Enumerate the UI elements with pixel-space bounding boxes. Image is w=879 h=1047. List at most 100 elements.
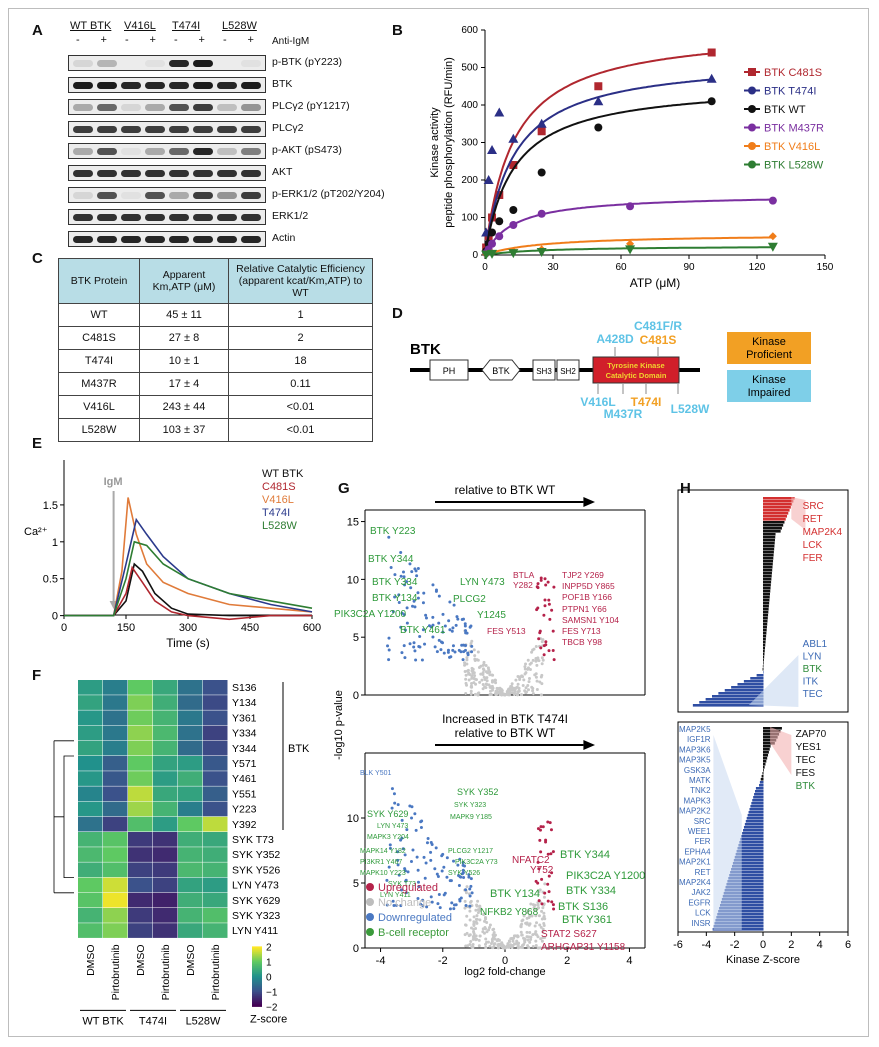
point-no-change bbox=[508, 940, 512, 944]
point-no-change bbox=[485, 930, 489, 934]
point-upregulated bbox=[547, 874, 551, 878]
heatmap-row-label: SYK T73 bbox=[232, 834, 274, 846]
zscore-bar bbox=[763, 503, 793, 506]
point-no-change bbox=[542, 923, 546, 927]
blot-band bbox=[193, 104, 213, 111]
label-bcr: SYK Y323 bbox=[454, 802, 486, 809]
zscore-bar bbox=[723, 892, 764, 895]
blot-band bbox=[145, 148, 165, 155]
zscore-bar bbox=[753, 796, 764, 799]
blot-band bbox=[169, 60, 189, 67]
table-header-protein: BTK Protein bbox=[58, 258, 140, 304]
heatmap-row-label: Y334 bbox=[232, 728, 257, 740]
point-downregulated bbox=[445, 875, 449, 879]
point-no-change bbox=[540, 917, 544, 921]
label-bcr: Y1245 bbox=[477, 610, 506, 621]
point-downregulated bbox=[396, 803, 400, 807]
zscore-bar bbox=[763, 638, 766, 641]
point-no-change bbox=[522, 936, 526, 940]
point-downregulated bbox=[469, 624, 473, 628]
point-upregulated bbox=[547, 649, 551, 653]
legend-dot bbox=[366, 928, 374, 936]
heatmap-cell bbox=[178, 680, 203, 695]
colorbar-segment bbox=[252, 950, 262, 953]
point-no-change bbox=[523, 667, 527, 671]
table-cell: 2 bbox=[228, 326, 373, 350]
label-upregulated: FES Y513 bbox=[487, 626, 526, 636]
heatmap-row-label: Y461 bbox=[232, 773, 257, 785]
heatmap-cell bbox=[128, 771, 153, 786]
zscore-bar bbox=[763, 551, 774, 554]
point-no-change bbox=[523, 940, 527, 944]
heatmap-cell bbox=[78, 710, 103, 726]
colorbar-segment bbox=[252, 986, 262, 989]
legend-marker bbox=[748, 105, 756, 113]
point-downregulated bbox=[410, 570, 414, 574]
point-downregulated bbox=[435, 872, 439, 876]
zscore-bar bbox=[763, 626, 767, 629]
point-downregulated bbox=[437, 638, 441, 642]
point-downregulated bbox=[429, 858, 433, 862]
heatmap-cell bbox=[128, 923, 153, 938]
zscore-bar bbox=[763, 518, 786, 521]
point-upregulated bbox=[539, 576, 543, 580]
point-no-change bbox=[516, 946, 520, 950]
point-no-change bbox=[488, 673, 492, 677]
point-downregulated bbox=[430, 842, 434, 846]
point-no-change bbox=[476, 693, 480, 697]
point-upregulated bbox=[544, 583, 548, 587]
table-cell: T474I bbox=[58, 349, 140, 373]
label-bcr: LYN Y411 bbox=[380, 892, 411, 899]
point-upregulated bbox=[537, 899, 541, 903]
kinase-label-down: MAP2K5 bbox=[679, 725, 711, 734]
blot-row-label: BTK bbox=[272, 78, 293, 90]
point-no-change bbox=[472, 930, 476, 934]
heatmap-cell bbox=[103, 756, 128, 771]
point-no-change bbox=[469, 689, 473, 693]
zscore-bar bbox=[763, 766, 765, 769]
point-no-change bbox=[473, 692, 477, 696]
zscore-bar bbox=[743, 826, 764, 829]
point-downregulated bbox=[412, 645, 416, 649]
point-downregulated bbox=[455, 615, 459, 619]
colorbar-segment bbox=[252, 954, 262, 957]
zscore-bar bbox=[730, 871, 764, 874]
point-downregulated bbox=[416, 880, 420, 884]
point-downregulated bbox=[458, 857, 462, 861]
table-row: WT 45 ± 11 1 bbox=[58, 303, 373, 327]
label-bcr: SYK Y629 bbox=[367, 809, 408, 819]
point-no-change bbox=[516, 682, 520, 686]
panel-c-table: BTK Protein Apparent Km,ATP (μM) Relativ… bbox=[58, 258, 373, 442]
zscore-bar bbox=[743, 680, 764, 683]
mutation-label: C481S bbox=[640, 333, 677, 347]
treatment-label: Anti-IgM bbox=[272, 36, 310, 47]
point-no-change bbox=[470, 639, 474, 643]
zscore-bar bbox=[763, 745, 771, 748]
point-downregulated bbox=[420, 658, 424, 662]
kinase-label-down: LYN bbox=[803, 652, 822, 663]
mutation-label: A428D bbox=[596, 332, 634, 346]
point-no-change bbox=[526, 667, 530, 671]
figure-frame bbox=[8, 8, 869, 1037]
point-downregulated bbox=[403, 867, 407, 871]
zscore-bar bbox=[731, 868, 764, 871]
kinase-label-down: EGFR bbox=[688, 898, 710, 907]
heatmap-row-label: Y571 bbox=[232, 758, 257, 770]
blot-band bbox=[217, 214, 237, 221]
heatmap-cell bbox=[153, 756, 178, 771]
point-downregulated bbox=[426, 837, 430, 841]
point-no-change bbox=[472, 920, 476, 924]
kinase-label-up: FES bbox=[796, 768, 816, 779]
panel-g-volcano: 051015Increased in BTK L528Wrelative to … bbox=[333, 485, 646, 978]
mutation-label: L528W bbox=[671, 402, 710, 416]
point-upregulated bbox=[551, 629, 555, 633]
zscore-bar bbox=[712, 695, 764, 698]
colorbar-segment bbox=[252, 978, 262, 981]
blot-band bbox=[97, 82, 117, 89]
point-upregulated bbox=[536, 860, 540, 864]
point-downregulated bbox=[386, 644, 390, 648]
point-no-change bbox=[464, 923, 468, 927]
legend-label: BTK M437R bbox=[764, 123, 824, 135]
blot-strip bbox=[68, 77, 266, 93]
zscore-bar bbox=[733, 859, 764, 862]
